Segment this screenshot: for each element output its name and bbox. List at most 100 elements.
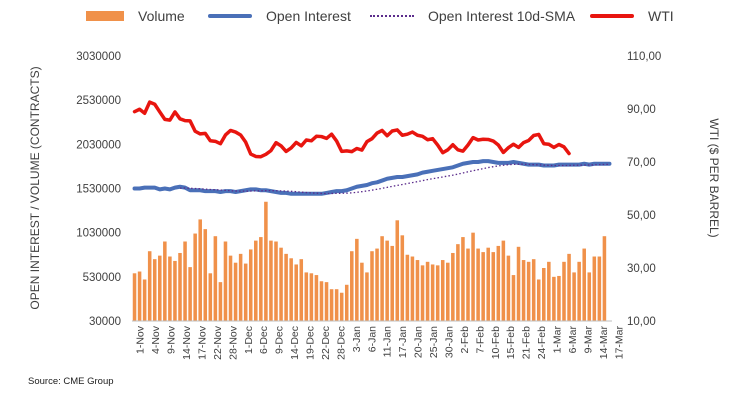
volume-bar [223,241,228,321]
x-tick-label: 14-Nov [181,325,193,360]
volume-bar [188,267,192,321]
volume-bar [375,248,379,321]
legend-open-interest-label: Open Interest [266,8,351,24]
volume-bar [218,282,223,321]
volume-bar [264,201,268,321]
volume-bar [248,249,253,321]
volume-bar [289,258,293,321]
x-tick-label: 7-Feb [474,326,486,354]
volume-bar [269,240,273,321]
x-tick-label: 2-Feb [459,326,471,354]
volume-bar [254,240,258,321]
x-tick-label: 4-Nov [150,325,162,354]
volume-bar [284,253,288,321]
volume-bar [329,289,334,321]
x-tick-label: 17-Mar [613,326,625,360]
volume-bar [390,245,394,321]
x-tick-label: 9-Nov [166,325,178,354]
volume-bar [279,247,283,321]
volume-bar [198,219,202,321]
x-tick-label: 1-Dec [243,326,255,354]
volume-bar [395,220,400,321]
volume-bar [567,253,571,321]
volume-bar [476,248,480,321]
legend-sma-swatch [370,15,414,17]
legend-open-interest: Open Interest [208,8,351,24]
volume-bar [536,279,541,321]
x-tick-label: 10-Feb [490,326,502,359]
x-tick-label: 22-Nov [212,325,224,360]
legend-sma: Open Interest 10d-SMA [370,8,575,24]
x-tick-label: 3-Jan [351,326,363,352]
x-tick-label: 28-Nov [227,325,239,360]
volume-bar [521,260,526,321]
volume-bar [385,240,389,321]
x-tick-label: 20-Jan [413,326,425,358]
volume-bar [334,289,339,321]
volume-bar [294,264,298,321]
y-axis-right-label: WTI ($ PER BARREL) [707,118,721,237]
volume-bar [344,284,349,321]
volume-bar [425,261,430,321]
volume-bar [243,263,248,321]
y-axis-left-label: OPEN INTEREST / VOLUME (CONTRACTS) [28,66,42,309]
volume-bar [208,273,213,321]
volume-bar [562,261,566,321]
x-tick-label: 17-Nov [197,325,209,360]
x-tick-label: 25-Jan [428,326,440,358]
x-tick-label: 21-Feb [521,326,533,359]
open-interest-line [132,159,612,196]
open-interest-sma-line [179,163,610,195]
x-tick-label: 9-Dec [274,326,286,354]
volume-bar [410,256,415,321]
x-tick-label: 19-Dec [305,326,317,360]
volume-bar [531,259,536,321]
legend-wti: WTI [590,8,674,24]
volume-bar [526,261,531,321]
volume-bar [405,254,410,321]
volume-bar [446,262,450,321]
volume-bars [132,201,607,321]
y-left-tick-label: 1030000 [76,228,121,240]
volume-bar [440,260,445,321]
x-tick-label: 15-Feb [505,326,517,359]
volume-bar [557,275,561,321]
x-tick-label: 17-Jan [397,326,409,358]
volume-bar [203,229,208,321]
x-tick-label: 11-Jan [382,326,394,357]
volume-bar [516,246,521,321]
volume-bar [501,240,506,321]
x-tick-label: 22-Dec [320,326,332,360]
volume-bar [163,241,167,321]
volume-bar [370,251,374,321]
left-axis-ticks: 3030000 2530000 2030000 1530000 1030000 53000… [76,51,121,328]
y-left-tick-label: 3030000 [76,51,121,63]
volume-bar [213,236,218,321]
y-right-tick-label: 50,00 [627,210,656,222]
source-note: Source: CME Group [28,376,114,387]
volume-bar [350,251,354,321]
volume-bar [577,261,581,321]
volume-bar [420,265,425,321]
x-tick-label: 14-Mar [598,326,610,360]
volume-bar [552,276,556,321]
legend-volume-label: Volume [138,8,185,24]
x-tick-label: 6-Jan [366,326,378,352]
volume-bar [233,262,238,321]
legend: Volume Open Interest Open Interest 10d-S… [0,8,729,30]
volume-bar [274,241,278,321]
y-left-tick-label: 2030000 [76,139,121,151]
volume-bar [152,259,157,321]
volume-bar [491,252,496,321]
x-tick-label: 6-Dec [258,326,270,354]
right-axis-ticks: 110,00 90,00 70,00 50,00 30,00 10,00 [627,51,661,328]
volume-bar [147,251,152,321]
volume-bar [592,256,597,321]
volume-bar [415,260,420,321]
y-right-tick-label: 10,00 [627,316,656,328]
y-left-tick-label: 1530000 [76,184,121,196]
volume-bar [481,252,485,321]
x-tick-label: 30-Jan [444,326,456,358]
volume-bar [228,255,233,321]
